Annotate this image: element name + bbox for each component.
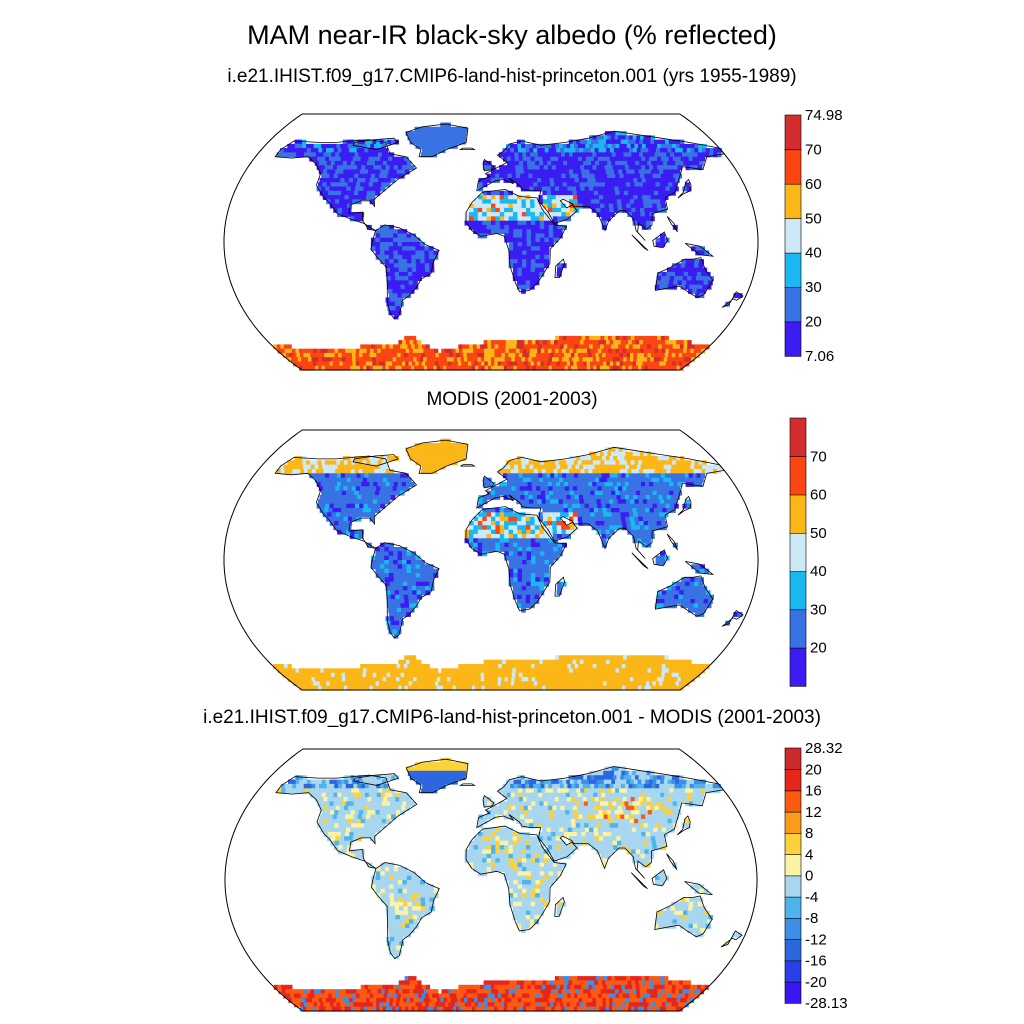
colorbar-label: 28.32 (805, 740, 843, 757)
colorbar-label: 0 (805, 868, 813, 885)
colorbar-swatch (784, 114, 802, 151)
colorbar-label: 40 (810, 563, 827, 580)
map-panel-model: 7.06 20 30 40 50 60 70 74.98 (223, 107, 843, 371)
colorbar-label: 60 (805, 176, 822, 193)
colorbar-label: 50 (810, 525, 827, 542)
colorbar-label: 20 (810, 640, 827, 657)
colorbar-swatch (789, 532, 807, 572)
map-panel-modis: 20 30 40 50 60 70 (223, 417, 827, 691)
map-land-cells (273, 122, 743, 371)
colorbar-swatch (784, 321, 802, 357)
colorbar-swatch (789, 570, 807, 611)
map-boundary (223, 113, 759, 371)
colorbar-label: 74.98 (805, 107, 843, 124)
colorbar-swatch (789, 494, 807, 534)
colorbar-swatch (784, 768, 802, 792)
map-boundary (223, 429, 759, 691)
colorbar: -28.13 -20 -16 -12 -8 -4 0 4 8 12 16 20 28.32 (784, 740, 848, 1012)
colorbar-swatch (784, 183, 802, 220)
colorbar: 7.06 20 30 40 50 60 70 74.98 (784, 107, 843, 365)
colorbar-swatch (784, 149, 802, 185)
colorbar-swatch (784, 790, 802, 813)
colorbar-label: -8 (805, 910, 818, 927)
colorbar-swatch (784, 939, 802, 962)
colorbar-label: 60 (810, 487, 827, 504)
colorbar-swatch (784, 218, 802, 254)
colorbar-label: 30 (805, 279, 822, 296)
colorbar-label: -16 (805, 953, 827, 970)
colorbar-label: 70 (805, 141, 822, 158)
colorbar-label: -20 (805, 974, 827, 991)
coastlines (274, 123, 744, 320)
colorbar-label: 50 (805, 210, 822, 227)
colorbar-swatch (784, 917, 802, 940)
colorbar-swatch (789, 417, 807, 458)
colorbar-label: 12 (805, 804, 822, 821)
colorbar-label: 8 (805, 825, 813, 842)
colorbar-swatch (784, 896, 802, 919)
colorbar-label: -28.13 (805, 995, 848, 1012)
colorbar-label: 20 (805, 314, 822, 331)
colorbar-swatch (789, 609, 807, 649)
colorbar-swatch (789, 647, 807, 687)
colorbar-swatch (784, 875, 802, 898)
colorbar-swatch (784, 832, 802, 855)
colorbar-swatch (784, 854, 802, 877)
panel-title-model: i.e21.IHIST.f09_g17.CMIP6-land-hist-prin… (227, 66, 797, 87)
colorbar-swatch (784, 286, 802, 323)
coastlines (275, 758, 743, 960)
map-land-cells (273, 757, 742, 1012)
panel-title-difference: i.e21.IHIST.f09_g17.CMIP6-land-hist-prin… (203, 707, 821, 728)
panel-title-modis: MODIS (2001-2003) (426, 389, 598, 410)
map-panel-difference: -28.13 -20 -16 -12 -8 -4 0 4 8 12 16 20 28.32 (224, 740, 848, 1012)
colorbar-label: 20 (805, 761, 822, 778)
colorbar-label: -4 (805, 889, 818, 906)
colorbar-swatch (784, 981, 802, 1004)
colorbar-swatch (784, 747, 802, 770)
colorbar-swatch (789, 455, 807, 496)
figure-title: MAM near-IR black-sky albedo (% reflecte… (247, 20, 777, 50)
coastlines (274, 439, 744, 639)
colorbar-label: 16 (805, 783, 822, 800)
map-boundary (224, 748, 758, 1012)
colorbar: 20 30 40 50 60 70 (789, 417, 827, 687)
colorbar-label: 30 (810, 601, 827, 618)
colorbar-swatch (784, 252, 802, 288)
colorbar-label: 7.06 (805, 348, 834, 365)
colorbar-swatch (784, 811, 802, 834)
colorbar-label: 4 (805, 846, 813, 863)
colorbar-swatch (784, 960, 802, 983)
colorbar-label: 70 (810, 448, 827, 465)
colorbar-label: -12 (805, 931, 827, 948)
map-land-cells (273, 438, 743, 691)
colorbar-label: 40 (805, 245, 822, 262)
